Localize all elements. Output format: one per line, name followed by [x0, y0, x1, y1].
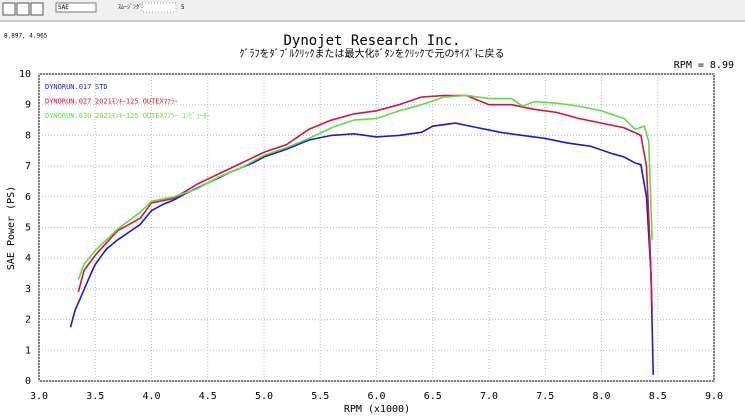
x-tick-label: 7.0 [480, 391, 498, 402]
y-tick-label: 5 [25, 223, 31, 234]
legend-description: STD [95, 83, 108, 91]
power-curve [69, 122, 655, 375]
copy-button[interactable] [16, 2, 30, 16]
zoom-button[interactable] [30, 2, 44, 16]
smoothing-label: ｽﾑｰｼﾞﾝｸﾞ [118, 4, 142, 11]
rpm-readout: RPM = 8.99 [674, 60, 734, 71]
legend-run: DYNORUN.017 [45, 83, 91, 91]
x-tick-label: 7.5 [536, 391, 554, 402]
x-tick-label: 3.5 [86, 391, 104, 402]
power-curve [77, 94, 653, 280]
legend-description: 2021ﾓﾝｷｰ125 OUTEXﾏﾌﾗｰ ｺﾝﾋﾟｭｰﾀｰ [95, 112, 211, 120]
legend-run: DYNORUN.030 [45, 112, 91, 120]
smoothing-value: 5 [181, 4, 185, 11]
x-tick-label: 6.5 [424, 391, 442, 402]
legend-run: DYNORUN.027 [45, 98, 91, 106]
x-tick-label: 5.5 [311, 391, 329, 402]
toolbar [0, 0, 745, 21]
x-tick-label: 4.5 [199, 391, 217, 402]
x-tick-label: 9.0 [705, 391, 723, 402]
chart-title: Dynojet Research Inc. [283, 33, 460, 49]
y-tick-label: 3 [25, 284, 31, 295]
x-tick-label: 3.0 [30, 391, 48, 402]
y-tick-label: 1 [25, 345, 31, 356]
smoothing-slider[interactable] [141, 2, 177, 13]
y-tick-label: 6 [25, 192, 31, 203]
y-tick-label: 10 [19, 69, 31, 80]
cursor-readout: 8.897, 4.965 [4, 33, 48, 40]
y-tick-label: 9 [25, 100, 31, 111]
y-tick-label: 0 [25, 376, 31, 387]
power-curve [77, 94, 653, 311]
unit-dropdown[interactable] [55, 2, 97, 13]
x-tick-label: 8.0 [592, 391, 610, 402]
print-button[interactable] [2, 2, 16, 16]
legend-description: 2021ﾓﾝｷｰ125 OUTEXﾏﾌﾗｰ [95, 98, 178, 106]
x-tick-label: 6.0 [367, 391, 385, 402]
x-tick-label: 5.0 [255, 391, 273, 402]
x-tick-label: 4.0 [142, 391, 160, 402]
x-axis-label: RPM (x1000) [344, 404, 410, 415]
y-tick-label: 4 [25, 253, 31, 264]
x-tick-label: 8.5 [649, 391, 667, 402]
unit-value: SAE [58, 4, 69, 11]
chart-subtitle: ｸﾞﾗﾌをﾀﾞﾌﾞﾙｸﾘｯｸまたは最大化ﾎﾞﾀﾝをｸﾘｯｸで元のｻｲｽﾞに戻る [240, 47, 505, 60]
y-tick-label: 2 [25, 315, 31, 326]
y-axis-label: SAE Power (PS) [6, 186, 17, 270]
y-tick-label: 7 [25, 161, 31, 172]
y-tick-label: 8 [25, 130, 31, 141]
